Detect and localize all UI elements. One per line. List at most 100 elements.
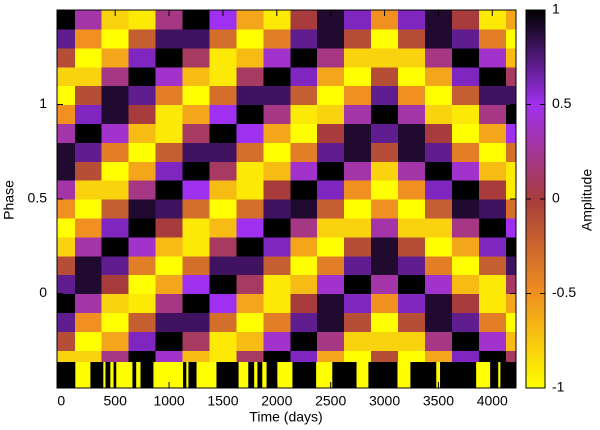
heat-cell [74, 180, 103, 200]
heat-cell [424, 331, 453, 351]
heat-cell [317, 236, 345, 257]
heat-cell [209, 274, 237, 295]
heat-cell [155, 85, 184, 106]
heat-cell [451, 161, 480, 181]
heat-cell [505, 331, 516, 351]
x-axis-label: Time (days) [249, 409, 322, 425]
heat-cell [505, 10, 516, 30]
heat-cell [371, 10, 399, 30]
heat-cell [344, 180, 372, 200]
heat-cell [101, 47, 130, 68]
heat-cell [101, 180, 130, 200]
heat-cell [209, 66, 237, 87]
heat-cell [263, 85, 291, 106]
x-tick-label: 2000 [261, 393, 292, 409]
heat-cell [209, 255, 237, 276]
heat-cell [263, 47, 291, 68]
heat-cell [128, 104, 157, 124]
heat-cell [236, 161, 264, 181]
heat-cell [236, 180, 264, 200]
heat-cell [128, 236, 157, 257]
heat-cell [398, 85, 426, 106]
coverage-segment [75, 362, 91, 388]
heat-cell [263, 123, 291, 143]
heat-cell [57, 123, 76, 143]
heat-cell [424, 274, 453, 295]
heat-cell [155, 236, 184, 257]
heat-cell [155, 10, 184, 30]
heat-cell [478, 236, 507, 257]
heat-cell [182, 236, 211, 257]
y-tick-label: 1 [39, 95, 47, 111]
heat-cell [344, 123, 372, 143]
heat-cell [505, 142, 516, 162]
heat-cell [451, 274, 480, 295]
heat-cell [398, 331, 426, 351]
heat-cell [424, 28, 453, 49]
heat-cell [290, 161, 318, 181]
coverage-segment [436, 362, 441, 388]
heat-cell [505, 350, 516, 370]
heat-cell [57, 274, 76, 295]
heat-cell [128, 199, 157, 219]
heat-cell [101, 274, 130, 295]
heat-cell [478, 104, 507, 124]
heat-cell [74, 123, 103, 143]
y-tick-label: 0 [39, 284, 47, 300]
heat-cell [371, 293, 399, 313]
heat-cell [398, 199, 426, 219]
heat-cell [478, 331, 507, 351]
heat-cell [182, 161, 211, 181]
heat-cell [424, 142, 453, 162]
heat-cell [344, 331, 372, 351]
heat-cell [424, 104, 453, 124]
heat-cell [424, 123, 453, 143]
heat-cell [478, 255, 507, 276]
heat-cell [128, 180, 157, 200]
heat-cell [290, 142, 318, 162]
heat-cell [290, 10, 318, 30]
heat-cell [155, 255, 184, 276]
heat-cell [128, 293, 157, 313]
heat-cell [155, 123, 184, 143]
heat-cell [74, 293, 103, 313]
heat-cell [371, 66, 399, 87]
heat-cell [371, 47, 399, 68]
heat-cell [451, 331, 480, 351]
heat-cell [424, 10, 453, 30]
heat-cell [317, 142, 345, 162]
heat-cell [182, 10, 211, 30]
heat-cell [478, 274, 507, 295]
heat-cell [317, 293, 345, 313]
heat-cell [317, 66, 345, 87]
heat-cell [451, 28, 480, 49]
heat-cell [424, 293, 453, 313]
coverage-segment [116, 362, 133, 388]
heat-cell [182, 28, 211, 49]
x-tick-label: 1000 [153, 393, 184, 409]
heat-cell [101, 161, 130, 181]
heat-cell [398, 123, 426, 143]
heat-cell [451, 142, 480, 162]
x-tick-label: 500 [104, 393, 128, 409]
heat-cell [371, 217, 399, 238]
heat-cell [101, 66, 130, 87]
heat-cell [209, 161, 237, 181]
heat-cell [398, 47, 426, 68]
heat-cell [451, 123, 480, 143]
heat-cell [57, 142, 76, 162]
heat-cell [263, 236, 291, 257]
heat-cell [128, 161, 157, 181]
heat-cell [371, 255, 399, 276]
heat-cell [371, 123, 399, 143]
heat-cell [236, 28, 264, 49]
coverage-segment [316, 362, 333, 388]
heat-cell [236, 255, 264, 276]
x-tick-label: 1500 [207, 393, 238, 409]
coverage-band [57, 362, 516, 388]
heat-cell [371, 104, 399, 124]
heat-cell [290, 28, 318, 49]
heat-cell [424, 312, 453, 332]
heat-cell [505, 217, 516, 238]
